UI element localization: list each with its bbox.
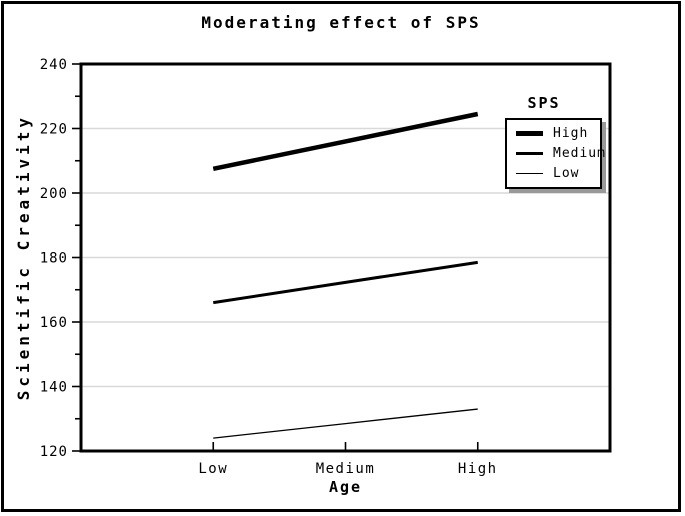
series-line-medium	[213, 260, 478, 305]
legend-line-sample	[516, 131, 543, 137]
x-tick-label: Low	[198, 461, 228, 477]
series-line-low	[213, 408, 478, 439]
y-tick-label: 200	[40, 186, 68, 202]
chart-title: Moderating effect of SPS	[201, 13, 481, 32]
legend-entry-label: High	[553, 126, 589, 142]
series-line-high	[212, 111, 479, 172]
legend-entry-label: Low	[553, 165, 580, 181]
plot-area: 120 140 160 180 200 220 240 Low Medium High	[40, 57, 612, 477]
legend-entry-label: Medium	[553, 145, 606, 161]
y-axis-title: Scientific Creativity	[13, 114, 33, 401]
legend-line-sample	[516, 151, 543, 155]
legend-line-sample	[516, 172, 543, 174]
x-tick-label: High	[458, 461, 498, 477]
y-tick-label: 160	[40, 315, 68, 331]
y-tick-label: 140	[40, 380, 68, 396]
legend-entry-medium: Medium	[516, 146, 605, 161]
legend: High Medium Low	[505, 118, 605, 189]
x-tick-label: Medium	[316, 461, 376, 477]
legend-title: SPS	[527, 94, 561, 112]
plot-frame	[79, 62, 612, 453]
y-axis-title-container: Scientific Creativity	[8, 64, 38, 451]
legend-entry-low: Low	[516, 166, 600, 181]
x-axis-title: Age	[328, 478, 363, 496]
y-tick-label: 220	[40, 122, 68, 138]
y-tick-label: 180	[40, 251, 68, 267]
legend-entry-high: High	[516, 126, 600, 141]
y-tick-label: 240	[40, 57, 68, 73]
y-tick-label: 120	[40, 444, 68, 460]
